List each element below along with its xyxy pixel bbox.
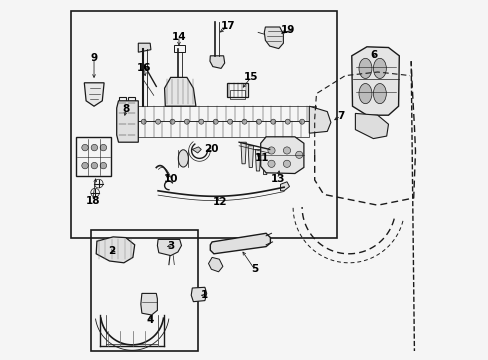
Polygon shape — [351, 47, 399, 115]
Bar — [76, 137, 111, 176]
Polygon shape — [280, 182, 289, 191]
Bar — [128, 97, 134, 140]
Circle shape — [81, 144, 88, 151]
Bar — [71, 11, 337, 238]
Circle shape — [227, 119, 232, 124]
Text: 18: 18 — [85, 196, 100, 206]
Text: 15: 15 — [243, 72, 258, 82]
Polygon shape — [247, 146, 253, 167]
Text: 5: 5 — [250, 264, 258, 274]
Text: 12: 12 — [212, 197, 227, 207]
Text: 17: 17 — [221, 21, 235, 31]
Text: 19: 19 — [280, 24, 294, 35]
Ellipse shape — [373, 84, 386, 104]
Text: 6: 6 — [370, 50, 377, 60]
Text: 1: 1 — [201, 290, 208, 300]
Circle shape — [283, 147, 290, 154]
Text: 9: 9 — [90, 53, 98, 63]
Text: 20: 20 — [203, 144, 218, 154]
Circle shape — [141, 119, 146, 124]
Bar — [227, 83, 247, 97]
Text: 13: 13 — [270, 174, 285, 184]
Polygon shape — [117, 101, 138, 142]
Circle shape — [91, 162, 98, 169]
Circle shape — [283, 160, 290, 167]
Polygon shape — [141, 293, 157, 315]
Circle shape — [267, 160, 275, 167]
Circle shape — [256, 119, 261, 124]
Circle shape — [184, 119, 189, 124]
Bar — [91, 230, 197, 351]
Polygon shape — [164, 77, 196, 106]
Bar — [174, 45, 185, 52]
Polygon shape — [208, 257, 223, 272]
Text: 14: 14 — [171, 32, 186, 42]
Circle shape — [267, 147, 275, 154]
Circle shape — [91, 144, 98, 151]
Ellipse shape — [358, 58, 371, 78]
Text: 11: 11 — [254, 153, 268, 163]
Polygon shape — [355, 113, 387, 139]
Ellipse shape — [358, 84, 371, 104]
Polygon shape — [309, 106, 330, 133]
Text: 2: 2 — [108, 246, 115, 256]
Circle shape — [299, 119, 304, 124]
Polygon shape — [262, 153, 267, 175]
Polygon shape — [191, 287, 206, 302]
Circle shape — [295, 151, 302, 158]
Circle shape — [199, 119, 203, 124]
Polygon shape — [241, 142, 246, 164]
Bar — [136, 106, 316, 121]
Polygon shape — [255, 149, 260, 171]
Circle shape — [270, 119, 275, 124]
Circle shape — [81, 162, 88, 169]
Polygon shape — [96, 237, 134, 263]
Circle shape — [285, 119, 289, 124]
Text: 3: 3 — [167, 240, 174, 251]
Circle shape — [100, 144, 106, 151]
Circle shape — [242, 119, 246, 124]
Circle shape — [155, 119, 160, 124]
Polygon shape — [138, 43, 151, 52]
Polygon shape — [84, 83, 104, 106]
Text: 7: 7 — [337, 111, 344, 121]
Polygon shape — [260, 137, 303, 174]
Ellipse shape — [178, 150, 188, 167]
Polygon shape — [209, 56, 224, 68]
Bar — [136, 121, 309, 137]
Ellipse shape — [373, 58, 386, 78]
Polygon shape — [192, 147, 201, 153]
Circle shape — [213, 119, 218, 124]
Bar — [119, 97, 125, 140]
Polygon shape — [157, 239, 181, 256]
Text: 10: 10 — [163, 174, 178, 184]
Polygon shape — [264, 27, 283, 49]
Polygon shape — [210, 233, 270, 254]
Circle shape — [170, 119, 175, 124]
Circle shape — [100, 162, 106, 169]
Text: 8: 8 — [122, 104, 130, 114]
Bar — [230, 90, 244, 99]
Text: 16: 16 — [137, 63, 151, 73]
Text: 4: 4 — [146, 315, 154, 325]
